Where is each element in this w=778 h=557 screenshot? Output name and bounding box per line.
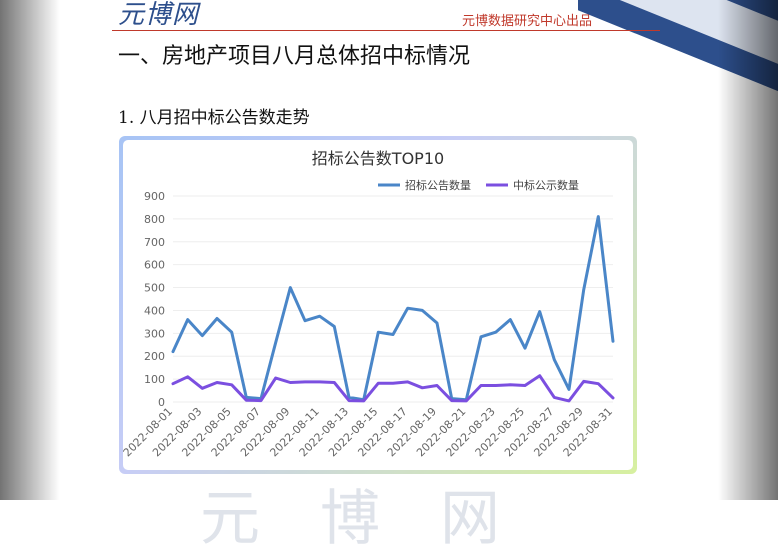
y-tick-label: 700 — [144, 236, 165, 249]
section-title: 一、房地产项目八月总体招中标情况 — [118, 44, 471, 69]
y-tick-label: 800 — [144, 213, 165, 226]
y-tick-label: 500 — [144, 282, 165, 295]
left-edge-shadow — [0, 0, 60, 500]
legend-label: 招标公告数量 — [405, 178, 471, 192]
chart-title: 招标公告数TOP10 — [312, 149, 444, 168]
brand-logo: 元博网 — [118, 0, 200, 30]
y-tick-label: 400 — [144, 304, 165, 317]
y-tick-label: 200 — [144, 350, 165, 363]
chart-subtitle: 1. 八月招中标公告数走势 — [118, 108, 310, 128]
chart-panel: 招标公告数TOP10 招标公告数量 中标公示数量 0 100 200 300 400 500 60… — [123, 140, 633, 470]
chart-card: 招标公告数TOP10 招标公告数量 中标公示数量 0 100 200 300 400 500 60… — [119, 136, 637, 474]
y-tick-label: 900 — [144, 190, 165, 203]
right-edge-shadow — [718, 0, 778, 500]
y-tick-label: 0 — [158, 396, 165, 409]
y-tick-label: 300 — [144, 327, 165, 340]
watermark: 元博网 — [200, 484, 560, 554]
header-divider — [112, 30, 660, 31]
legend-label: 中标公示数量 — [513, 178, 579, 192]
publisher-note: 元博数据研究中心出品 — [462, 14, 593, 29]
y-tick-label: 100 — [144, 373, 165, 386]
line-chart: 招标公告数TOP10 招标公告数量 中标公示数量 0 100 200 300 400 500 60… — [123, 149, 615, 459]
y-tick-label: 600 — [144, 259, 165, 272]
series-line-tender — [171, 215, 615, 402]
series-line-award — [171, 374, 615, 403]
